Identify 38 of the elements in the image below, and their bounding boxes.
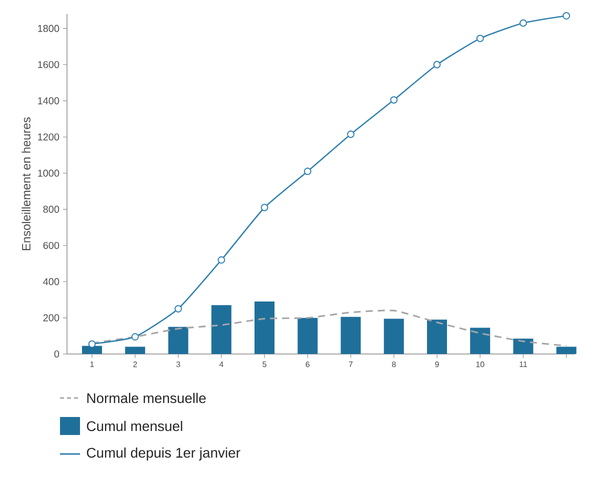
- y-tick-label: 1800: [38, 24, 60, 32]
- bar: [340, 316, 361, 354]
- y-tick-label: 1400: [38, 97, 60, 104]
- point: [218, 256, 226, 264]
- point: [433, 60, 441, 68]
- y-tick-label: 400: [43, 278, 60, 286]
- y-tick-label: 1600: [38, 61, 60, 68]
- bar: [125, 346, 146, 354]
- legend-label: Normale mensuelle: [87, 392, 206, 404]
- y-tick-label: 1000: [38, 170, 60, 177]
- bar: [211, 305, 232, 354]
- bar: [427, 320, 447, 354]
- bar: [470, 328, 490, 354]
- bar: [298, 318, 318, 354]
- y-tick-label: 1200: [38, 133, 60, 140]
- bar: [384, 318, 404, 354]
- y-tick-label: 800: [43, 206, 60, 213]
- point: [131, 333, 139, 341]
- y-tick-label: 0: [54, 350, 60, 358]
- point: [520, 19, 527, 27]
- legend-label: Cumul depuis 1er janvier: [86, 447, 240, 460]
- bar: [82, 346, 102, 354]
- y-tick-label: 200: [43, 314, 60, 322]
- bar: [168, 326, 188, 354]
- point: [390, 96, 398, 104]
- point: [174, 305, 182, 312]
- y-tick-label: 600: [43, 242, 60, 249]
- point: [347, 130, 354, 138]
- point: [476, 34, 484, 42]
- bar: [254, 302, 275, 354]
- legend-label: Cumul mensuel: [86, 420, 182, 432]
- y-axis-title: Ensoleillement en heures: [22, 117, 30, 250]
- point: [88, 340, 96, 348]
- point: [562, 12, 570, 20]
- point: [260, 204, 268, 212]
- bar: [556, 346, 576, 354]
- point: [304, 168, 312, 176]
- bar: [513, 338, 534, 354]
